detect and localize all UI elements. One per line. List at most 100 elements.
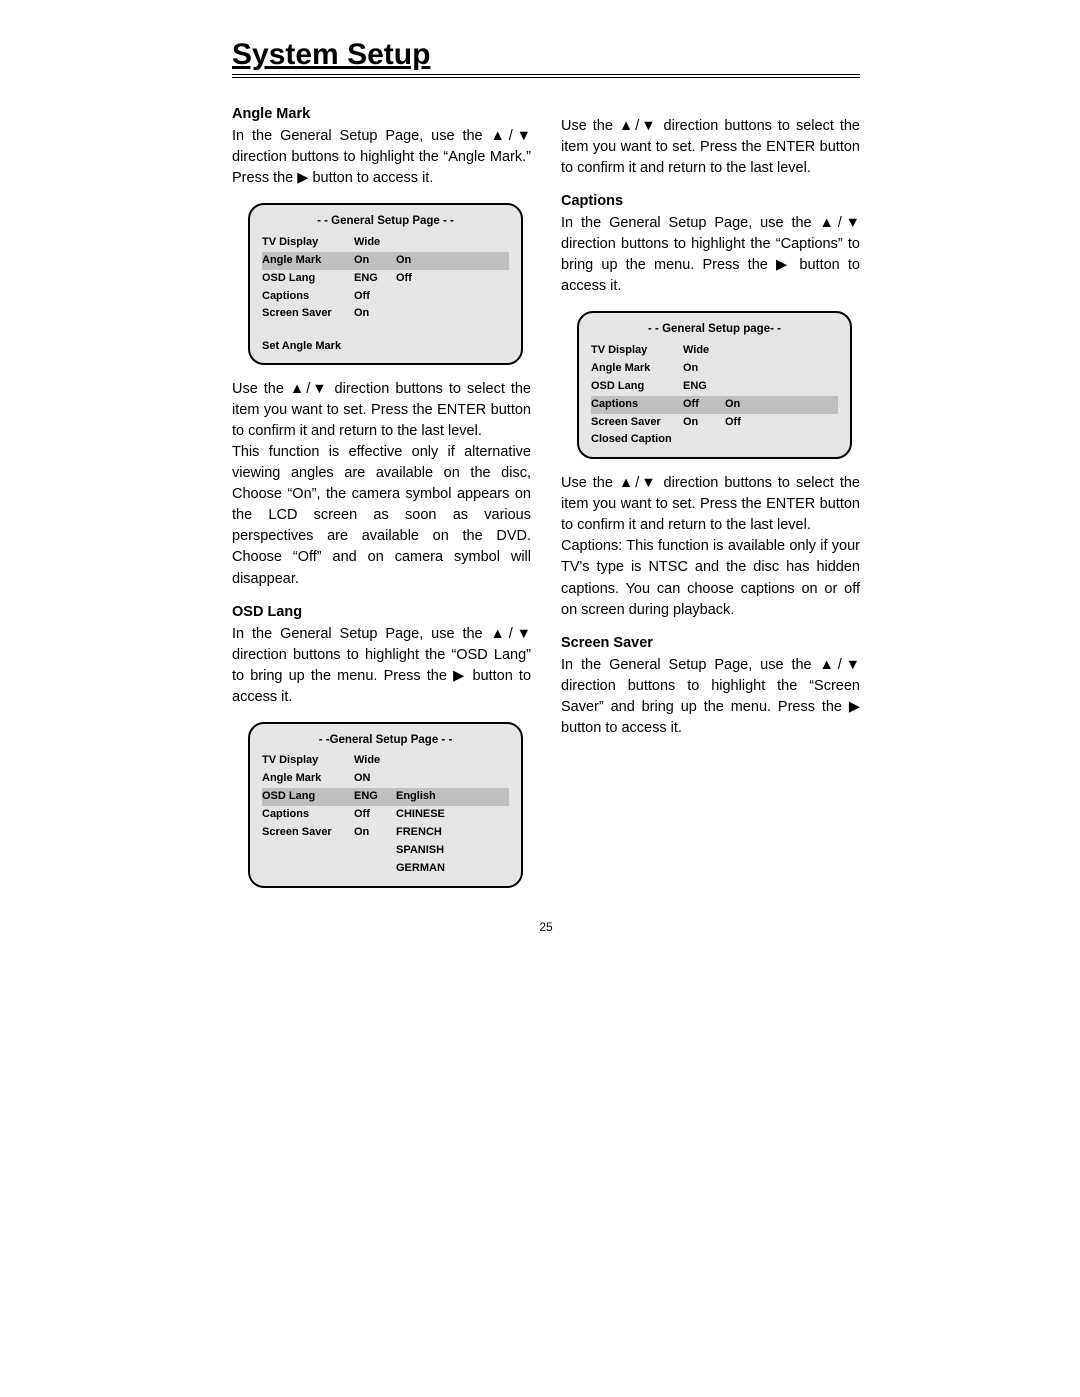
menu-option	[396, 771, 448, 787]
paragraph: In the General Setup Page, use the ▲/▼ d…	[561, 213, 860, 297]
menu-label: Screen Saver	[262, 306, 354, 322]
menu-option	[396, 235, 448, 251]
updown-icon: ▲/▼	[820, 215, 861, 231]
menu-row: CaptionsOffCHINESE	[262, 806, 509, 824]
text: In the General Setup Page, use the	[232, 128, 491, 144]
menu-box-captions: - - General Setup page- - TV DisplayWide…	[577, 311, 852, 459]
paragraph: Use the ▲/▼ direction buttons to select …	[561, 116, 860, 179]
text: In the General Setup Page, use the	[561, 215, 820, 231]
menu-row: Screen SaverOnOff	[591, 414, 838, 432]
menu-title: - - General Setup page- -	[591, 321, 838, 338]
updown-icon: ▲/▼	[491, 626, 532, 642]
menu-option	[725, 361, 777, 377]
menu-row: CaptionsOff	[262, 288, 509, 306]
menu-option: On	[396, 253, 448, 269]
right-icon: ▶	[849, 699, 860, 715]
menu-label: Captions	[262, 807, 354, 823]
menu-row: Screen SaverOn	[262, 305, 509, 323]
menu-value: Wide	[354, 235, 396, 251]
menu-value	[683, 432, 725, 448]
menu-option: FRENCH	[396, 825, 448, 841]
menu-row: SPANISH	[262, 842, 509, 860]
menu-label: OSD Lang	[262, 789, 354, 805]
menu-option	[396, 753, 448, 769]
menu-title: - -General Setup Page - -	[262, 732, 509, 749]
updown-icon: ▲/▼	[290, 381, 329, 397]
menu-value	[354, 843, 396, 859]
title-wrap: System Setup	[232, 38, 860, 78]
right-icon: ▶	[453, 668, 466, 684]
menu-value: On	[354, 253, 396, 269]
menu-label: TV Display	[591, 343, 683, 359]
menu-row: OSD LangENG	[591, 378, 838, 396]
menu-option: CHINESE	[396, 807, 448, 823]
menu-box-osd-lang: - -General Setup Page - - TV DisplayWide…	[248, 722, 523, 888]
heading-captions: Captions	[561, 191, 860, 212]
heading-screen-saver: Screen Saver	[561, 633, 860, 654]
menu-value: Off	[683, 397, 725, 413]
menu-value	[354, 861, 396, 877]
menu-label: Captions	[262, 289, 354, 305]
menu-value: On	[683, 361, 725, 377]
paragraph: In the General Setup Page, use the ▲/▼ d…	[232, 126, 531, 189]
menu-value: On	[354, 306, 396, 322]
menu-option	[725, 432, 777, 448]
menu-value: On	[683, 415, 725, 431]
paragraph: In the General Setup Page, use the ▲/▼ d…	[561, 655, 860, 739]
menu-rows: TV DisplayWideAngle MarkOnOSD LangENGCap…	[591, 342, 838, 450]
menu-row: CaptionsOffOn	[591, 396, 838, 414]
menu-label: Screen Saver	[262, 825, 354, 841]
menu-option: SPANISH	[396, 843, 448, 859]
menu-row: TV DisplayWide	[591, 342, 838, 360]
menu-label	[262, 861, 354, 877]
text: Use the	[561, 475, 619, 491]
paragraph: Use the ▲/▼ direction buttons to select …	[561, 473, 860, 536]
menu-value: ENG	[354, 271, 396, 287]
menu-option: Off	[725, 415, 777, 431]
right-icon: ▶	[297, 170, 308, 186]
menu-label: Angle Mark	[591, 361, 683, 377]
text: In the General Setup Page, use the	[232, 626, 491, 642]
menu-option: English	[396, 789, 448, 805]
paragraph: Use the ▲/▼ direction buttons to select …	[232, 379, 531, 442]
menu-row: TV DisplayWide	[262, 234, 509, 252]
menu-label: Screen Saver	[591, 415, 683, 431]
updown-icon: ▲/▼	[491, 128, 532, 144]
menu-value: Wide	[354, 753, 396, 769]
text: button to access it.	[561, 720, 682, 736]
menu-rows: TV DisplayWideAngle MarkOnOnOSD LangENGO…	[262, 234, 509, 324]
menu-label: Angle Mark	[262, 771, 354, 787]
menu-option: GERMAN	[396, 861, 448, 877]
menu-row: Angle MarkON	[262, 770, 509, 788]
text: button to access it.	[308, 170, 433, 186]
paragraph: This function is effective only if alter…	[232, 442, 531, 589]
text: Use the	[232, 381, 290, 397]
right-icon: ▶	[776, 257, 791, 273]
menu-value: Off	[354, 289, 396, 305]
menu-value: ON	[354, 771, 396, 787]
menu-value: On	[354, 825, 396, 841]
menu-option	[725, 343, 777, 359]
text: In the General Setup Page, use the	[561, 657, 820, 673]
menu-label: TV Display	[262, 235, 354, 251]
menu-label: Angle Mark	[262, 253, 354, 269]
heading-angle-mark: Angle Mark	[232, 104, 531, 125]
menu-option: Off	[396, 271, 448, 287]
menu-title: - - General Setup Page - -	[262, 213, 509, 230]
updown-icon: ▲/▼	[820, 657, 861, 673]
columns: Angle Mark In the General Setup Page, us…	[232, 98, 860, 902]
menu-rows: TV DisplayWideAngle MarkONOSD LangENGEng…	[262, 752, 509, 878]
menu-value: Off	[354, 807, 396, 823]
menu-row: Closed Caption	[591, 431, 838, 449]
menu-row: TV DisplayWide	[262, 752, 509, 770]
updown-icon: ▲/▼	[619, 118, 658, 134]
menu-row: OSD LangENGEnglish	[262, 788, 509, 806]
menu-row: OSD LangENGOff	[262, 270, 509, 288]
menu-option	[396, 289, 448, 305]
text: Use the	[561, 118, 619, 134]
menu-row: GERMAN	[262, 860, 509, 878]
menu-option	[396, 306, 448, 322]
menu-label: Captions	[591, 397, 683, 413]
menu-value: ENG	[683, 379, 725, 395]
menu-row: Angle MarkOnOn	[262, 252, 509, 270]
